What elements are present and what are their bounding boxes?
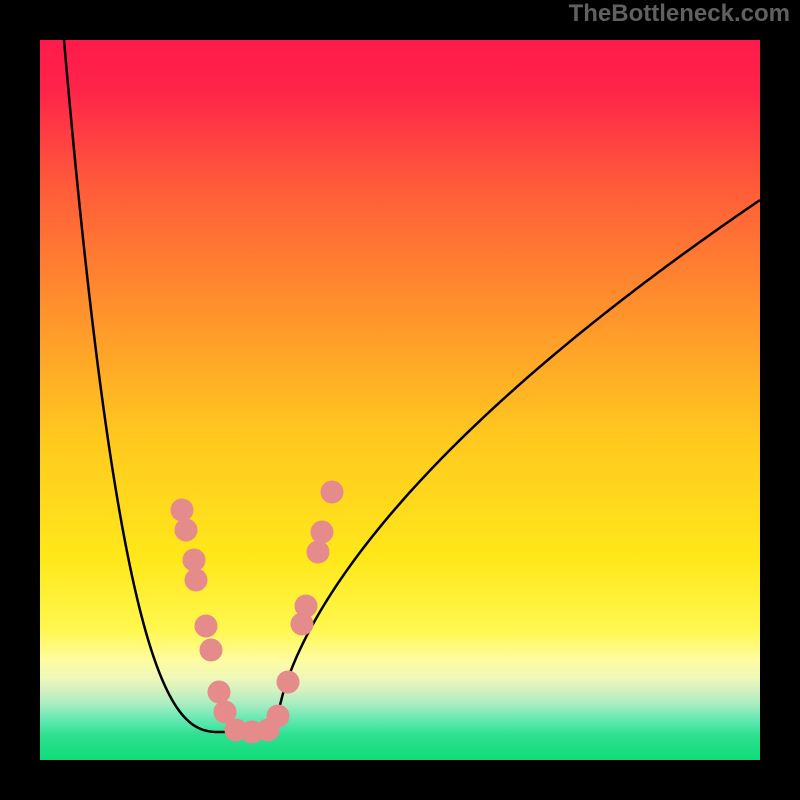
bottleneck-chart: TheBottleneck.com (0, 0, 800, 800)
chart-canvas (0, 0, 800, 800)
